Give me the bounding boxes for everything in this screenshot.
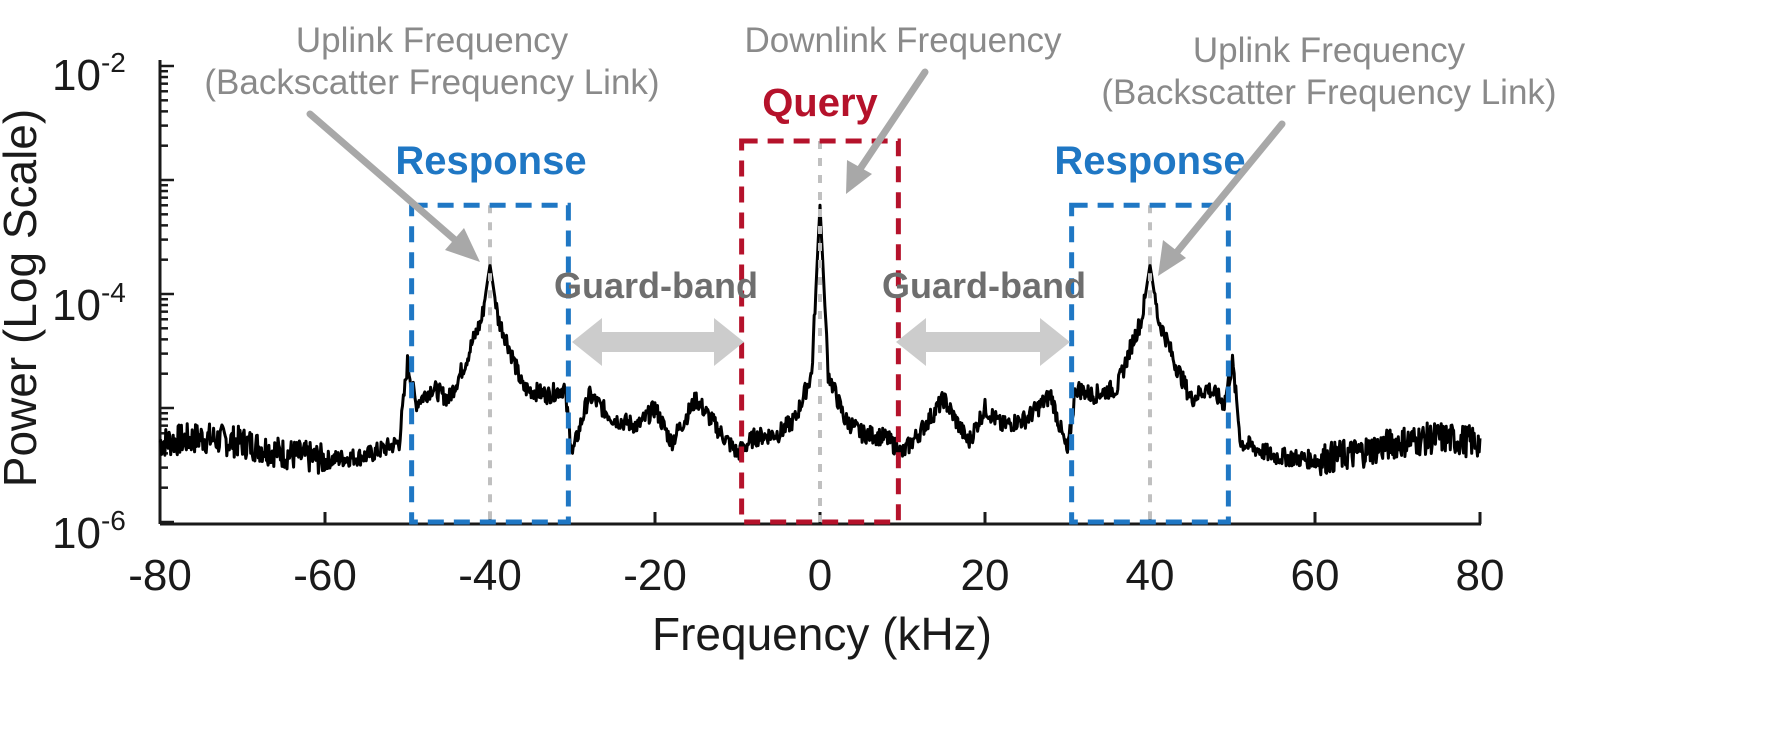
guard-arrow-left (572, 318, 744, 366)
y-tick-label-1e-6: 10-6 (52, 505, 126, 558)
y-tick-label-1e-4: 10-4 (52, 277, 126, 330)
uplink-left-arrow (306, 110, 466, 250)
x-tick-label: 80 (1456, 551, 1505, 600)
x-tick-label: 20 (961, 551, 1010, 600)
power-spectrum-trace (158, 203, 1482, 477)
y-tick-exp: -2 (101, 47, 126, 78)
y-tick-base: 10 (52, 281, 101, 330)
x-tick-label: -60 (293, 551, 357, 600)
query-label: Query (762, 81, 878, 125)
y-tick-exp: -6 (101, 505, 126, 536)
uplink-right-arrowhead (1158, 240, 1186, 276)
downlink-arrowhead (846, 160, 872, 194)
y-tick-exp: -4 (101, 277, 126, 308)
region-box-0 (409, 202, 571, 525)
guard-band-label-right: Guard-band (882, 265, 1086, 306)
uplink-left-line2: (Backscatter Frequency Link) (204, 63, 659, 102)
x-tick-label: -80 (128, 551, 192, 600)
uplink-right-line2: (Backscatter Frequency Link) (1101, 73, 1556, 112)
pointer-arrows (306, 68, 1286, 276)
x-tick-label: 60 (1291, 551, 1340, 600)
y-tick-base: 10 (52, 509, 101, 558)
uplink-left-arrowhead (445, 228, 480, 262)
region-box-1 (739, 138, 901, 525)
x-tick-label: -20 (623, 551, 687, 600)
y-ticks (160, 64, 174, 524)
guard-arrow-right (896, 318, 1070, 366)
guard-band-arrows (572, 318, 1070, 366)
uplink-right-arrow (1168, 120, 1286, 262)
x-tick-labels: -80 -60 -40 -20 0 20 40 60 80 (128, 551, 1504, 600)
y-tick-label-1e-2: 10-2 (52, 47, 126, 100)
uplink-right-line1: Uplink Frequency (1193, 31, 1466, 70)
y-tick-base: 10 (52, 51, 101, 100)
x-axis-title: Frequency (kHz) (652, 608, 992, 660)
x-tick-label: 40 (1126, 551, 1175, 600)
response-label-left: Response (395, 139, 586, 183)
x-tick-label: 0 (808, 551, 832, 600)
guard-band-label-left: Guard-band (554, 265, 758, 306)
downlink-arrow (854, 68, 929, 176)
y-axis-title: Power (Log Scale) (0, 109, 46, 487)
center-lines (488, 140, 1152, 522)
uplink-left-line1: Uplink Frequency (296, 21, 569, 60)
response-label-right: Response (1054, 139, 1245, 183)
region-boxes (409, 138, 1231, 525)
x-tick-label: -40 (458, 551, 522, 600)
region-box-2 (1069, 202, 1231, 525)
downlink-line1: Downlink Frequency (744, 21, 1062, 60)
y-tick-labels: 10-2 10-4 10-6 (52, 47, 126, 558)
